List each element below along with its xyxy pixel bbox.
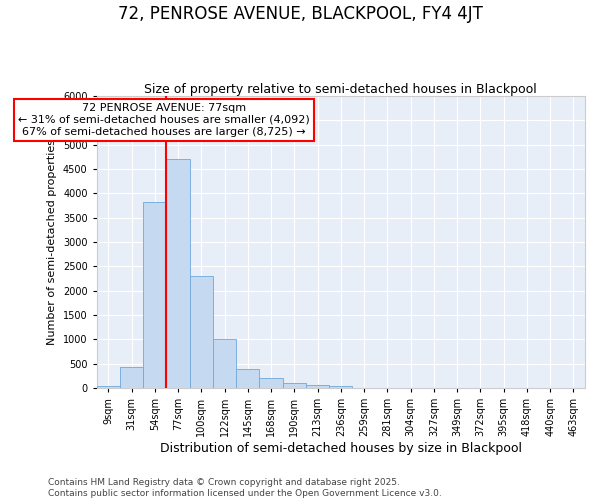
Bar — [97, 386, 120, 388]
Bar — [306, 384, 329, 388]
Text: 72 PENROSE AVENUE: 77sqm
← 31% of semi-detached houses are smaller (4,092)
67% o: 72 PENROSE AVENUE: 77sqm ← 31% of semi-d… — [18, 104, 310, 136]
Y-axis label: Number of semi-detached properties: Number of semi-detached properties — [47, 139, 58, 345]
Text: 72, PENROSE AVENUE, BLACKPOOL, FY4 4JT: 72, PENROSE AVENUE, BLACKPOOL, FY4 4JT — [118, 5, 482, 23]
Bar — [143, 202, 166, 388]
Text: Contains HM Land Registry data © Crown copyright and database right 2025.
Contai: Contains HM Land Registry data © Crown c… — [48, 478, 442, 498]
Bar — [120, 367, 143, 388]
Bar — [283, 383, 306, 388]
Bar — [190, 276, 213, 388]
Bar — [166, 160, 190, 388]
X-axis label: Distribution of semi-detached houses by size in Blackpool: Distribution of semi-detached houses by … — [160, 442, 522, 455]
Bar — [236, 368, 259, 388]
Bar — [329, 386, 352, 388]
Bar — [259, 378, 283, 388]
Title: Size of property relative to semi-detached houses in Blackpool: Size of property relative to semi-detach… — [145, 83, 537, 96]
Bar — [213, 340, 236, 388]
